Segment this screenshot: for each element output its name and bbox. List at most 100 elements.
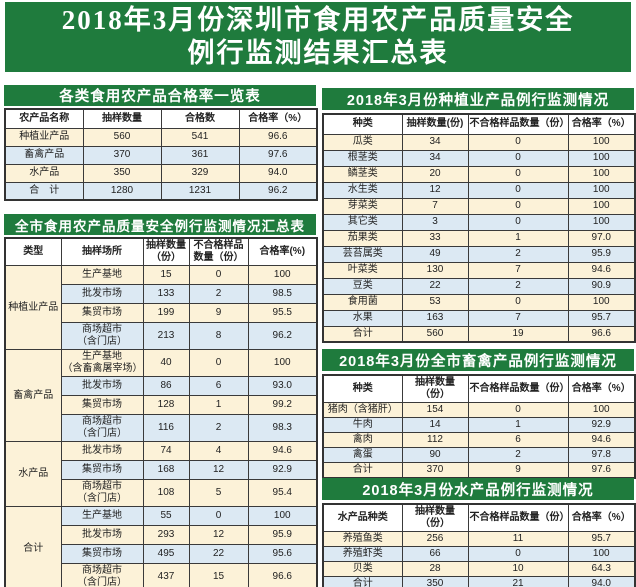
value-cell: 100 [567, 165, 636, 183]
value-cell: 95.9 [247, 525, 318, 545]
row-label-cell: 商场超市 （含门店） [60, 479, 144, 507]
value-cell: 93.0 [247, 376, 318, 396]
table-row: 商场超市 （含门店） 437 15 96.6 [5, 563, 318, 587]
value-cell: 100 [247, 349, 318, 377]
column-header: 合格率（%） [567, 374, 636, 403]
value-cell: 1 [467, 417, 569, 433]
value-cell: 15 [188, 563, 249, 587]
column-header: 合格率(%) [247, 237, 318, 266]
value-cell: 96.2 [247, 322, 318, 350]
row-label-cell: 商场超市 （含门店） [60, 414, 144, 442]
value-cell: 560 [401, 325, 469, 343]
value-cell: 0 [467, 293, 569, 311]
value-cell: 34 [401, 133, 469, 151]
value-cell: 370 [82, 145, 162, 165]
row-label-cell: 养殖虾类 [322, 546, 403, 562]
table-row: 合计 350 21 94.0 [322, 576, 636, 587]
value-cell: 22 [401, 277, 469, 295]
row-group-label: 合计 [4, 506, 62, 587]
column-header: 农产品名称 [4, 108, 84, 129]
value-cell: 9 [188, 303, 249, 323]
value-cell: 94.6 [567, 261, 636, 279]
value-cell: 21 [467, 576, 569, 587]
value-cell: 98.3 [247, 414, 318, 442]
value-cell: 12 [188, 525, 249, 545]
table-row: 种植业产品 生产基地 15 0 100 [4, 265, 318, 350]
value-cell: 108 [142, 479, 190, 507]
livestock-table-title: 2018年3月份全市畜禽产品例行监测情况 [322, 349, 634, 371]
value-cell: 100 [567, 181, 636, 199]
value-cell: 7 [467, 261, 569, 279]
value-cell: 53 [401, 293, 469, 311]
value-cell: 213 [142, 322, 190, 350]
value-cell: 0 [467, 133, 569, 151]
value-cell: 100 [567, 213, 636, 231]
row-label-cell: 合计 [322, 325, 403, 343]
value-cell: 256 [401, 531, 469, 547]
table-row: 水生类 12 0 100 [322, 181, 636, 199]
value-cell: 0 [467, 197, 569, 215]
value-cell: 22 [188, 544, 249, 564]
value-cell: 541 [160, 127, 240, 147]
value-cell: 370 [401, 462, 469, 479]
value-cell: 437 [142, 563, 190, 587]
table-row: 茄果类 33 1 97.0 [322, 229, 636, 247]
value-cell: 97.6 [238, 145, 318, 165]
value-cell: 94.0 [567, 576, 636, 587]
value-cell: 33 [401, 229, 469, 247]
value-cell: 0 [467, 213, 569, 231]
aquatic-table: 水产品种类 抽样数量（份） 不合格样品数量（份） 合格率（%） 养殖鱼类 256 11 95.… [322, 503, 636, 587]
table-row: 牛肉 14 1 92.9 [322, 417, 636, 433]
report-title-banner: 2018年3月份深圳市食用农产品质量安全 例行监测结果汇总表 [5, 2, 631, 72]
value-cell: 28 [401, 561, 469, 577]
row-label-cell: 商场超市 （含门店） [60, 322, 144, 350]
table-row: 水产品 350 329 94.0 [4, 163, 318, 183]
table-row: 种植业产品 560 541 96.6 [4, 127, 318, 147]
table-row: 水果 163 7 95.7 [322, 309, 636, 327]
row-label-cell: 批发市场 [60, 525, 144, 545]
table-row: 集贸市场 128 1 99.2 [5, 395, 318, 415]
value-cell: 1231 [160, 181, 240, 201]
table-row: 合计 生产基地 55 0 100 [4, 506, 318, 587]
value-cell: 100 [567, 197, 636, 215]
value-cell: 55 [142, 506, 190, 526]
column-header: 不合格样品数量（份） [467, 374, 569, 403]
column-header: 抽样数量（份） [401, 503, 469, 532]
row-label-cell: 合计 [322, 576, 403, 587]
table-row: 畜禽产品 370 361 97.6 [4, 145, 318, 165]
value-cell: 94.6 [247, 441, 318, 461]
table-row: 集贸市场 495 22 95.6 [5, 544, 318, 564]
value-cell: 12 [188, 460, 249, 480]
value-cell: 0 [188, 349, 249, 377]
row-label-cell: 禽肉 [322, 432, 403, 448]
value-cell: 5 [188, 479, 249, 507]
value-cell: 92.9 [247, 460, 318, 480]
table-row: 合计 370 9 97.6 [322, 462, 636, 479]
value-cell: 0 [188, 265, 249, 285]
value-cell: 96.6 [238, 127, 318, 147]
value-cell: 1280 [82, 181, 162, 201]
value-cell: 86 [142, 376, 190, 396]
table-row: 贝类 28 10 64.3 [322, 561, 636, 577]
row-label-cell: 合计 [322, 462, 403, 479]
report-title-line2: 例行监测结果汇总表 [187, 38, 449, 68]
value-cell: 1 [467, 229, 569, 247]
table-row: 其它类 3 0 100 [322, 213, 636, 231]
row-label-cell: 养殖鱼类 [322, 531, 403, 547]
table-row: 合 计 1280 1231 96.2 [4, 181, 318, 201]
table-row: 批发市场 293 12 95.9 [5, 525, 318, 545]
column-header: 合格数 [160, 108, 240, 129]
row-group-label: 水产品 [4, 441, 62, 507]
table-row: 养殖鱼类 256 11 95.7 [322, 531, 636, 547]
value-cell: 100 [567, 149, 636, 167]
value-cell: 0 [467, 181, 569, 199]
table-row: 鳞茎类 20 0 100 [322, 165, 636, 183]
value-cell: 154 [401, 402, 469, 418]
header-row: 种类 抽样数量（份） 不合格样品数量（份） 合格率（%） [322, 374, 636, 403]
value-cell: 49 [401, 245, 469, 263]
value-cell: 19 [467, 325, 569, 343]
aquatic-table-title: 2018年3月份水产品例行监测情况 [322, 478, 634, 500]
table-row: 豆类 22 2 90.9 [322, 277, 636, 295]
table-row: 集贸市场 168 12 92.9 [5, 460, 318, 480]
value-cell: 2 [467, 447, 569, 463]
